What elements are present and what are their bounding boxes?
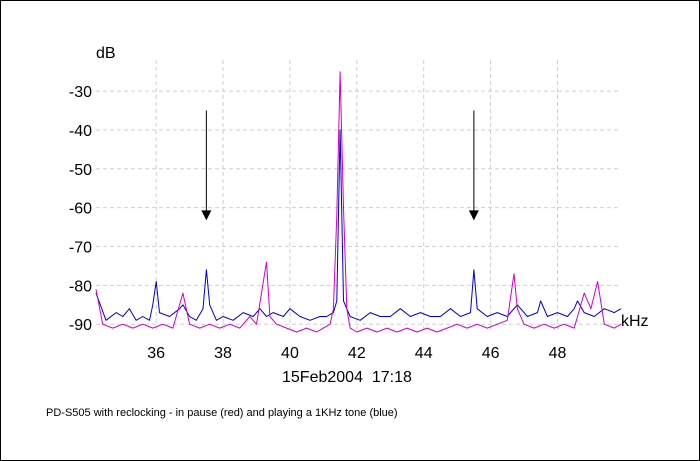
x-tick-label: 44 <box>415 345 433 362</box>
x-tick-label: 48 <box>549 345 567 362</box>
y-tick-label: -70 <box>69 240 92 257</box>
y-axis-label: dB <box>96 45 116 62</box>
y-tick-labels: -30 -40 -50 -60 -70 -80 -90 <box>69 84 92 334</box>
y-tick-label: -80 <box>69 278 92 295</box>
x-axis-label: kHz <box>621 313 649 330</box>
chart-caption: PD-S505 with reclocking - in pause (red)… <box>46 407 398 419</box>
y-tick-label: -40 <box>69 123 92 140</box>
timestamp: 15Feb2004 17:18 <box>282 369 412 386</box>
x-tick-label: 38 <box>214 345 232 362</box>
arrow-head <box>201 210 212 221</box>
x-tick-label: 42 <box>348 345 366 362</box>
series-line-1 <box>95 71 622 333</box>
grid <box>96 60 621 332</box>
annotation-arrow <box>201 110 212 221</box>
annotation-arrow <box>468 110 479 221</box>
y-tick-label: -90 <box>69 317 92 334</box>
arrow-head <box>468 210 479 221</box>
x-tick-labels: 36 38 40 42 44 46 48 <box>147 345 566 362</box>
x-tick-label: 40 <box>281 345 299 362</box>
y-tick-label: -50 <box>69 162 92 179</box>
y-tick-label: -60 <box>69 201 92 218</box>
series-line-0 <box>95 129 622 321</box>
x-tick-label: 36 <box>147 345 165 362</box>
y-tick-label: -30 <box>69 84 92 101</box>
series-lines <box>95 71 622 333</box>
annotations <box>201 110 479 221</box>
x-tick-label: 46 <box>482 345 500 362</box>
